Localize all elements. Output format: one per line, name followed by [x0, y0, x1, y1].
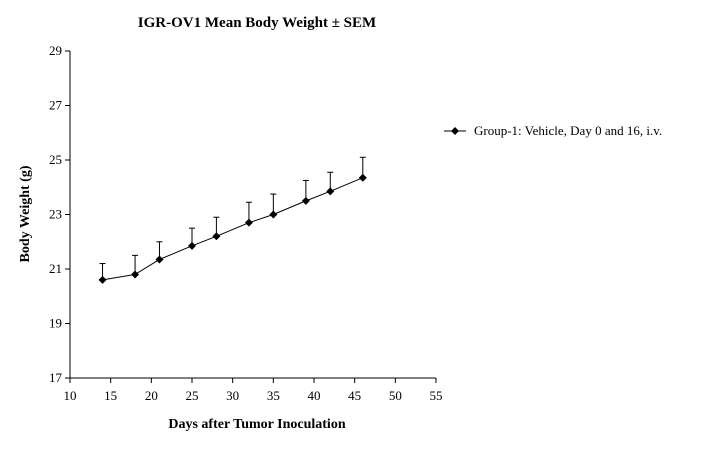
x-tick-label: 20 — [145, 388, 158, 403]
y-axis: 17 19 21 23 25 27 29 — [49, 43, 71, 385]
data-point — [188, 241, 196, 250]
series-group — [98, 156, 367, 284]
y-tick-label: 21 — [49, 261, 62, 276]
x-tick-label: 55 — [430, 388, 443, 403]
y-axis-title: Body Weight (g) — [18, 165, 33, 262]
y-tick-label: 27 — [49, 98, 63, 113]
y-tick-label: 17 — [49, 370, 63, 385]
x-tick-label: 10 — [64, 388, 77, 403]
legend: Group-1: Vehicle, Day 0 and 16, i.v. — [444, 123, 662, 138]
y-tick-label: 29 — [49, 43, 62, 58]
data-point — [269, 210, 278, 219]
y-tick-label: 23 — [49, 207, 62, 222]
chart-title: IGR-OV1 Mean Body Weight ± SEM — [138, 15, 376, 31]
data-point — [212, 232, 221, 241]
x-tick-label: 35 — [267, 388, 280, 403]
x-tick-label: 45 — [348, 388, 361, 403]
data-point — [326, 187, 335, 196]
x-tick-label: 50 — [389, 388, 402, 403]
legend-marker — [451, 127, 459, 135]
x-tick-label: 15 — [104, 388, 117, 403]
x-axis: 10 15 20 25 30 35 40 45 50 55 — [64, 377, 443, 403]
x-tick-label: 40 — [308, 388, 321, 403]
x-axis-title: Days after Tumor Inoculation — [168, 417, 345, 432]
data-point — [98, 275, 107, 284]
y-tick-label: 25 — [49, 152, 62, 167]
data-point — [131, 270, 140, 279]
x-tick-label: 25 — [186, 388, 199, 403]
y-tick-label: 19 — [49, 316, 62, 331]
data-point — [301, 196, 310, 205]
data-point — [358, 173, 367, 182]
x-tick-label: 30 — [226, 388, 239, 403]
legend-label: Group-1: Vehicle, Day 0 and 16, i.v. — [474, 123, 662, 138]
data-point — [244, 218, 253, 227]
series-line — [102, 177, 363, 281]
data-point — [155, 255, 164, 264]
